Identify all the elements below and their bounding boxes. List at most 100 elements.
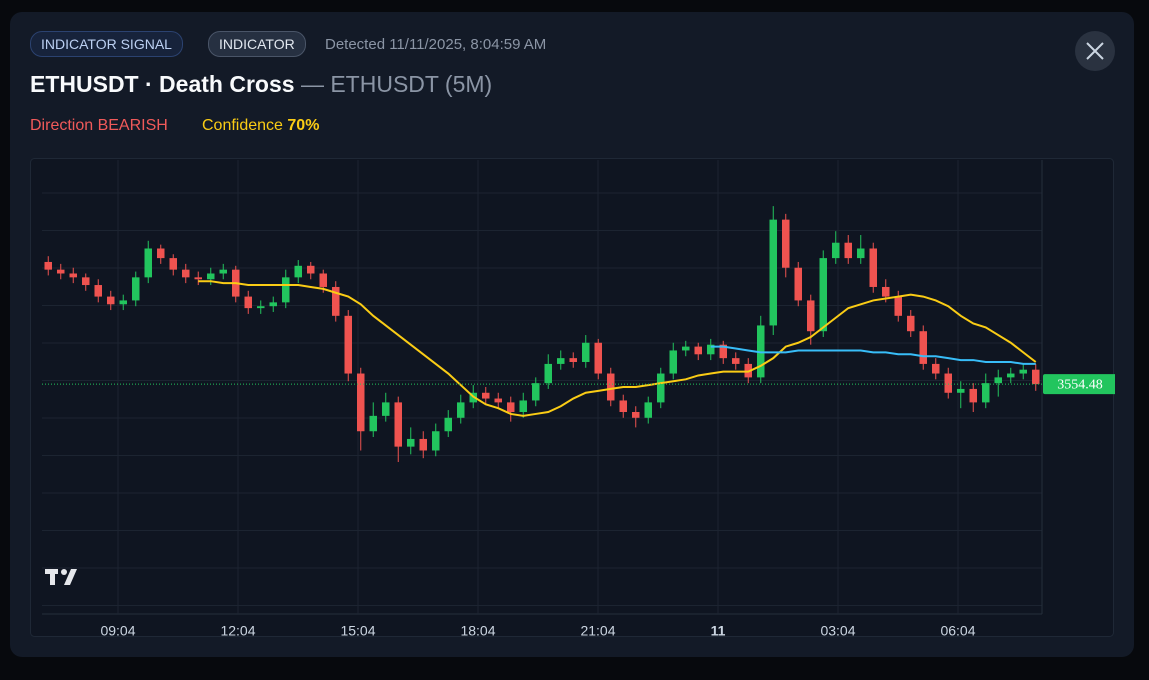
candle-body [994, 377, 1002, 384]
badge: INDICATOR SIGNAL [30, 31, 183, 57]
candle-body [157, 248, 165, 259]
close-icon [1086, 42, 1104, 60]
candle-body [194, 277, 202, 280]
candle-body [807, 300, 815, 332]
x-tick-label: 15:04 [340, 623, 375, 638]
candle-body [132, 277, 140, 301]
candle-body [44, 261, 52, 270]
candle-body [1019, 369, 1027, 374]
candle-body [607, 373, 615, 401]
candle-body [707, 344, 715, 355]
candle-body [169, 258, 177, 270]
candle-body [257, 306, 265, 309]
candle-body [432, 431, 440, 451]
candle-body [519, 400, 527, 413]
candle-body [344, 315, 352, 374]
chart: 09:04 12:04 15:04 18:04 21:04 11 03:04 06:04 35… [30, 158, 1115, 638]
candle-body [582, 342, 590, 362]
candle-body [657, 373, 665, 403]
candle-body [544, 363, 552, 384]
close-button[interactable] [1075, 31, 1115, 71]
candle-body [944, 373, 952, 393]
candle-body [682, 346, 690, 351]
candle-body [532, 383, 540, 401]
x-tick-label: 12:04 [220, 623, 255, 638]
candle-body [669, 350, 677, 374]
title: ETHUSDT · Death Cross — ETHUSDT (5M) [30, 71, 492, 98]
candle-body [82, 277, 90, 286]
candle-body [644, 402, 652, 418]
confidence: Confidence 70% [202, 117, 319, 135]
candle-body [882, 286, 890, 297]
candle-body [457, 402, 465, 418]
candle-body [632, 412, 640, 418]
candle-body [382, 402, 390, 416]
candle-body [107, 296, 115, 305]
candle-body [119, 300, 127, 305]
plot: 3554.48 [42, 206, 1115, 463]
candle-body [919, 331, 927, 364]
subtitle: — ETHUSDT (5M) [300, 71, 493, 97]
candle-body [819, 258, 827, 332]
candle-body [557, 358, 565, 364]
candle-body [619, 400, 627, 413]
candle-body [857, 248, 865, 259]
candle-body [407, 438, 415, 447]
moving-average [198, 280, 1037, 417]
candle-body [494, 398, 502, 403]
candle-body [282, 277, 290, 303]
candle-body [594, 342, 602, 374]
candle-body [207, 273, 215, 280]
candle-body [732, 358, 740, 364]
candle-body [794, 267, 802, 301]
candle-body [332, 286, 340, 316]
candle-body [507, 402, 515, 413]
badge: INDICATOR [208, 31, 306, 57]
candle-body [319, 273, 327, 287]
candle-body [394, 402, 402, 447]
last-price-label: 3554.48 [1057, 377, 1103, 392]
candle-body [832, 242, 840, 259]
moving-average [710, 345, 1036, 365]
candle-body [969, 388, 977, 403]
candle-body [894, 296, 902, 316]
x-tick-label: 21:04 [580, 623, 615, 638]
candle-body [932, 363, 940, 374]
title-text: ETHUSDT · Death Cross [30, 71, 295, 97]
candle-body [219, 269, 227, 274]
signal-modal: INDICATOR SIGNAL INDICATOR Detected 11/1… [10, 12, 1134, 657]
candle-body [1007, 373, 1015, 378]
candle-body [1032, 369, 1040, 385]
x-tick-label: 11 [711, 623, 726, 638]
candle-body [482, 392, 490, 399]
x-tick-label: 18:04 [460, 623, 495, 638]
direction: Direction BEARISH [30, 117, 168, 134]
last-price-box [1043, 374, 1115, 395]
tv-logo [45, 569, 77, 585]
candle-body [869, 248, 877, 287]
candle-body [569, 358, 577, 362]
candle-body [694, 346, 702, 355]
x-tick-label: 09:04 [100, 623, 135, 638]
candle-body [269, 302, 277, 307]
candle-body [444, 417, 452, 432]
candle-body [957, 388, 965, 393]
candle-body [144, 248, 152, 278]
candle-body [294, 265, 302, 278]
detected-time: Detected 11/11/2025, 8:04:59 AM [325, 36, 547, 53]
candle-body [357, 373, 365, 432]
candle-body [244, 296, 252, 309]
x-tick-label: 03:04 [820, 623, 855, 638]
candle-body [769, 219, 777, 326]
x-tick-label: 06:04 [940, 623, 975, 638]
candle-body [782, 219, 790, 268]
candle-body [69, 273, 77, 278]
chart-frame [30, 158, 1114, 637]
candle-body [907, 315, 915, 332]
candle-body [182, 269, 190, 278]
confidence-value: 70% [287, 117, 320, 134]
candle-body [94, 285, 102, 297]
confidence-label: Confidence [202, 117, 283, 134]
candle-body [719, 344, 727, 359]
